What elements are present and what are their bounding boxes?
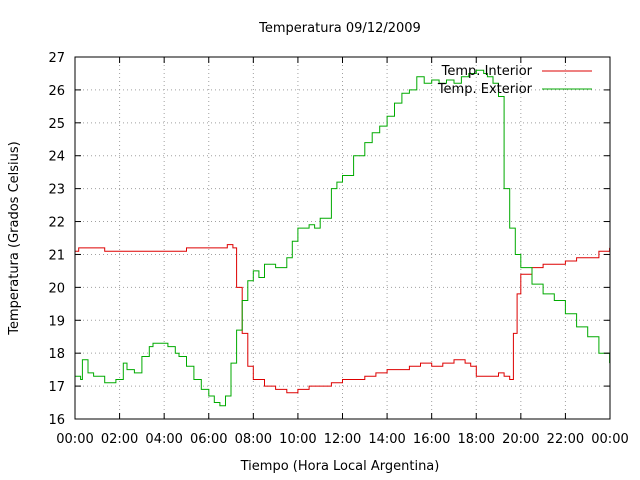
- x-tick-label: 16:00: [413, 432, 450, 447]
- y-tick-label: 20: [48, 281, 65, 296]
- y-tick-label: 22: [48, 216, 65, 231]
- x-tick-label: 00:00: [56, 432, 93, 447]
- y-tick-label: 16: [48, 413, 65, 428]
- y-axis-label: Temperatura (Grados Celsius): [7, 141, 22, 335]
- axis-ticks: [74, 56, 611, 420]
- x-tick-label: 10:00: [279, 432, 316, 447]
- y-tick-label: 17: [48, 380, 65, 395]
- y-tick-label: 24: [48, 150, 65, 165]
- y-tick-label: 25: [48, 117, 65, 132]
- x-tick-label: 18:00: [458, 432, 495, 447]
- y-tick-label: 21: [48, 248, 65, 263]
- legend-label: Temp. Interior: [441, 64, 533, 79]
- y-tick-label: 27: [48, 51, 65, 66]
- x-tick-label: 14:00: [368, 432, 405, 447]
- series-line-interior: [75, 244, 611, 394]
- y-tick-label: 18: [48, 347, 65, 362]
- x-tick-label: 02:00: [101, 432, 138, 447]
- y-tick-label: 26: [48, 84, 65, 99]
- y-axis-tick-labels: 16 17 18 19 20 21 22 23 24 25 26 27: [48, 51, 65, 428]
- x-tick-label: 06:00: [190, 432, 227, 447]
- x-axis-tick-labels: 00:00 02:00 04:00 06:00 08:00 10:00 12:00 14:00…: [56, 432, 628, 447]
- grid: [75, 57, 610, 419]
- x-tick-label: 12:00: [324, 432, 361, 447]
- x-tick-label: 08:00: [235, 432, 272, 447]
- x-axis-label: Tiempo (Hora Local Argentina): [240, 459, 440, 474]
- series-line-exterior: [75, 69, 611, 407]
- x-tick-label: 20:00: [502, 432, 539, 447]
- y-tick-label: 23: [48, 183, 65, 198]
- x-tick-label: 22:00: [547, 432, 584, 447]
- chart-title: Temperatura 09/12/2009: [258, 21, 421, 36]
- x-tick-label: 04:00: [145, 432, 182, 447]
- series-group: [75, 69, 611, 407]
- x-tick-label: 00:00: [591, 432, 628, 447]
- y-tick-label: 19: [48, 314, 65, 329]
- legend: Temp. Interior Temp. Exterior: [437, 64, 592, 97]
- legend-label: Temp. Exterior: [437, 82, 533, 97]
